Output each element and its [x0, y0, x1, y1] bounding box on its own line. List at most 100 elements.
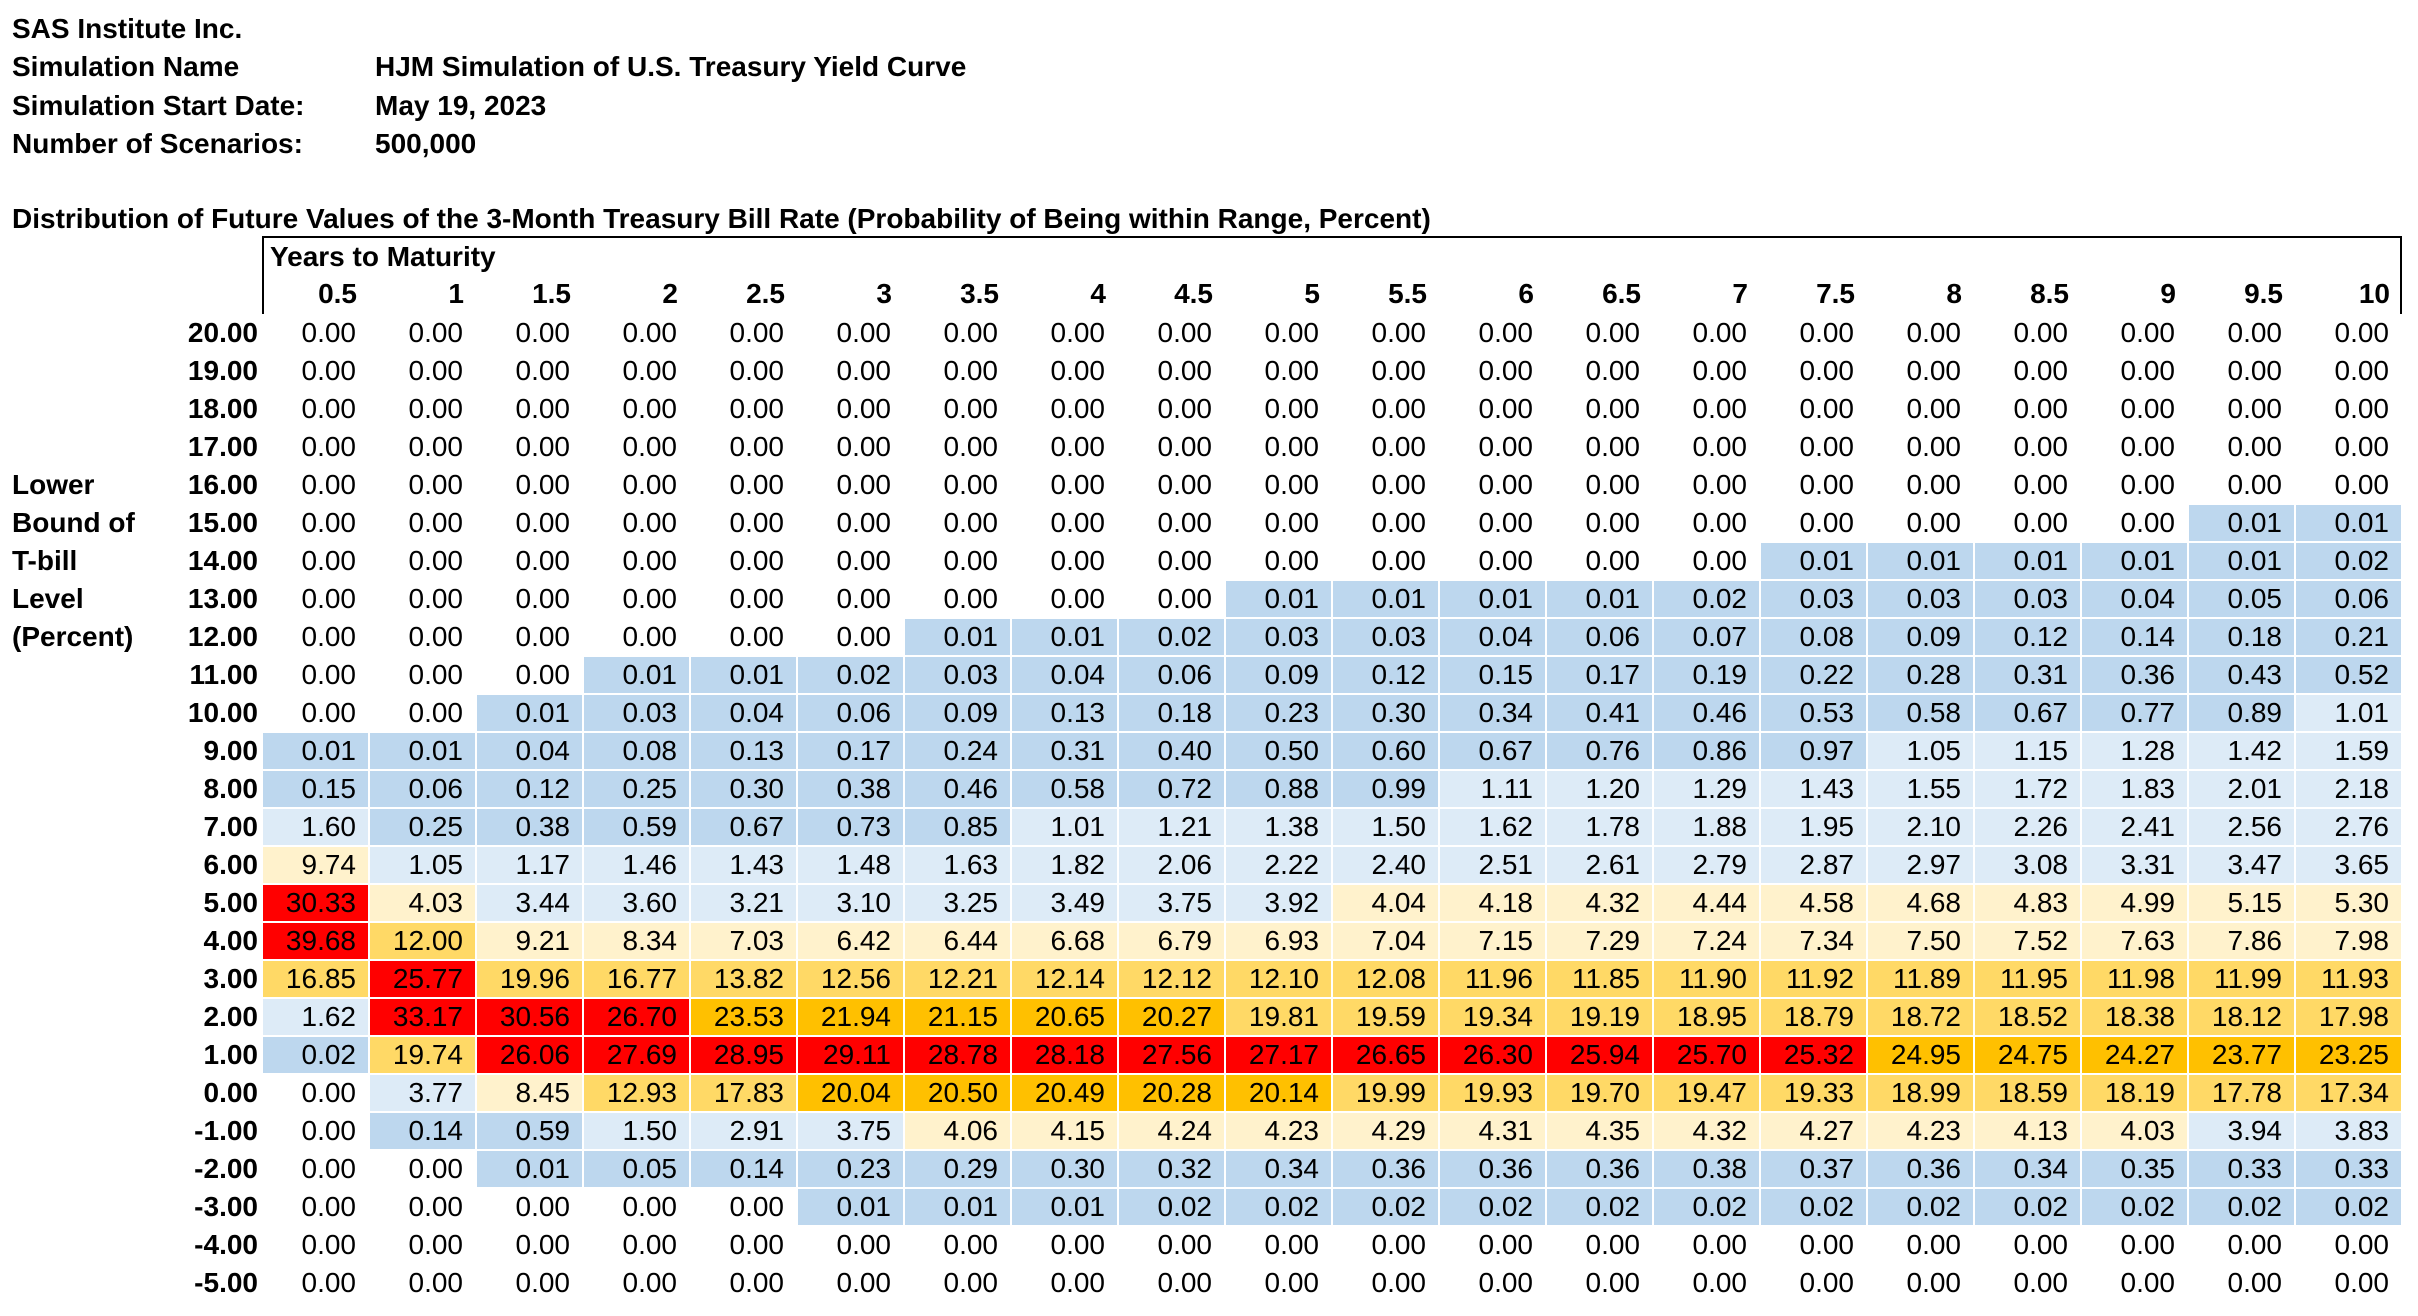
value-cell: 0.24	[905, 733, 1010, 769]
value-cell: 2.41	[2082, 809, 2187, 845]
value-cell: 0.00	[263, 429, 368, 465]
value-cell: 0.00	[1440, 467, 1545, 503]
value-cell: 0.00	[1012, 391, 1117, 427]
value-cell: 0.00	[1654, 505, 1759, 541]
value-cell: 0.00	[691, 581, 796, 617]
value-cell: 0.00	[263, 391, 368, 427]
value-cell: 0.09	[1868, 619, 1973, 655]
value-cell: 18.59	[1975, 1075, 2080, 1111]
value-cell: 0.00	[691, 505, 796, 541]
value-cell: 1.72	[1975, 771, 2080, 807]
value-cell: 0.73	[798, 809, 903, 845]
value-cell: 13.82	[691, 961, 796, 997]
value-cell: 0.17	[1547, 657, 1652, 693]
value-cell: 1.01	[1012, 809, 1117, 845]
value-cell: 23.77	[2189, 1037, 2294, 1073]
value-cell: 6.79	[1119, 923, 1224, 959]
value-cell: 0.77	[2082, 695, 2187, 731]
value-cell: 17.83	[691, 1075, 796, 1111]
value-cell: 12.93	[584, 1075, 689, 1111]
value-cell: 0.00	[1119, 1227, 1224, 1263]
value-cell: 0.00	[1119, 581, 1224, 617]
row-header: -5.00	[194, 1267, 258, 1298]
value-cell: 0.52	[2296, 657, 2401, 693]
value-cell: 4.32	[1654, 1113, 1759, 1149]
value-cell: 2.97	[1868, 847, 1973, 883]
value-cell: 0.30	[1012, 1151, 1117, 1187]
value-cell: 0.02	[798, 657, 903, 693]
value-cell: 1.82	[1012, 847, 1117, 883]
column-header: 1.5	[532, 278, 571, 309]
column-header: 3.5	[960, 278, 999, 309]
value-cell: 1.42	[2189, 733, 2294, 769]
value-cell: 0.00	[370, 695, 475, 731]
value-cell: 12.12	[1119, 961, 1224, 997]
value-cell: 17.98	[2296, 999, 2401, 1035]
value-cell: 21.15	[905, 999, 1010, 1035]
value-cell: 0.00	[263, 1075, 368, 1111]
value-cell: 0.00	[1119, 391, 1224, 427]
value-cell: 0.00	[1868, 1265, 1973, 1301]
value-cell: 0.01	[2189, 543, 2294, 579]
value-cell: 6.42	[798, 923, 903, 959]
column-header: 8	[1946, 278, 1962, 309]
value-cell: 0.00	[1012, 543, 1117, 579]
value-cell: 11.89	[1868, 961, 1973, 997]
value-cell: 0.18	[2189, 619, 2294, 655]
value-cell: 0.00	[370, 1265, 475, 1301]
value-cell: 0.00	[1119, 1265, 1224, 1301]
value-cell: 0.07	[1654, 619, 1759, 655]
value-cell: 0.00	[1547, 543, 1652, 579]
value-cell: 0.00	[477, 1189, 582, 1225]
value-cell: 0.31	[1975, 657, 2080, 693]
field-label: Simulation Start Date:	[12, 89, 305, 121]
value-cell: 0.00	[1440, 543, 1545, 579]
value-cell: 0.02	[1333, 1189, 1438, 1225]
value-cell: 1.88	[1654, 809, 1759, 845]
value-cell: 1.43	[691, 847, 796, 883]
value-cell: 0.03	[584, 695, 689, 731]
value-cell: 0.01	[1012, 1189, 1117, 1225]
value-cell: 0.72	[1119, 771, 1224, 807]
value-cell: 0.00	[798, 315, 903, 351]
value-cell: 0.01	[2189, 505, 2294, 541]
value-cell: 5.30	[2296, 885, 2401, 921]
value-cell: 0.00	[1012, 505, 1117, 541]
value-cell: 7.15	[1440, 923, 1545, 959]
value-cell: 7.24	[1654, 923, 1759, 959]
row-header: 0.00	[203, 1077, 259, 1108]
value-cell: 0.14	[370, 1113, 475, 1149]
value-cell: 19.33	[1761, 1075, 1866, 1111]
value-cell: 0.38	[798, 771, 903, 807]
value-cell: 0.00	[477, 619, 582, 655]
value-cell: 7.98	[2296, 923, 2401, 959]
value-cell: 3.49	[1012, 885, 1117, 921]
value-cell: 0.00	[2189, 315, 2294, 351]
value-cell: 19.74	[370, 1037, 475, 1073]
value-cell: 0.34	[1440, 695, 1545, 731]
value-cell: 0.00	[1440, 391, 1545, 427]
value-cell: 0.13	[691, 733, 796, 769]
value-cell: 0.00	[905, 467, 1010, 503]
value-cell: 1.50	[584, 1113, 689, 1149]
value-cell: 0.00	[584, 505, 689, 541]
value-cell: 3.21	[691, 885, 796, 921]
value-cell: 0.01	[1547, 581, 1652, 617]
value-cell: 0.00	[1547, 429, 1652, 465]
value-cell: 0.02	[2189, 1189, 2294, 1225]
value-cell: 2.22	[1226, 847, 1331, 883]
value-cell: 7.03	[691, 923, 796, 959]
value-cell: 0.00	[1547, 353, 1652, 389]
value-cell: 0.00	[798, 1265, 903, 1301]
value-cell: 3.83	[2296, 1113, 2401, 1149]
value-cell: 0.00	[1975, 429, 2080, 465]
row-header: 2.00	[203, 1001, 259, 1032]
value-cell: 7.86	[2189, 923, 2294, 959]
row-header: 3.00	[203, 963, 259, 994]
value-cell: 0.00	[477, 1227, 582, 1263]
value-cell: 0.12	[477, 771, 582, 807]
value-cell: 20.27	[1119, 999, 1224, 1035]
value-cell: 0.67	[691, 809, 796, 845]
value-cell: 0.00	[1975, 467, 2080, 503]
value-cell: 0.00	[1119, 543, 1224, 579]
